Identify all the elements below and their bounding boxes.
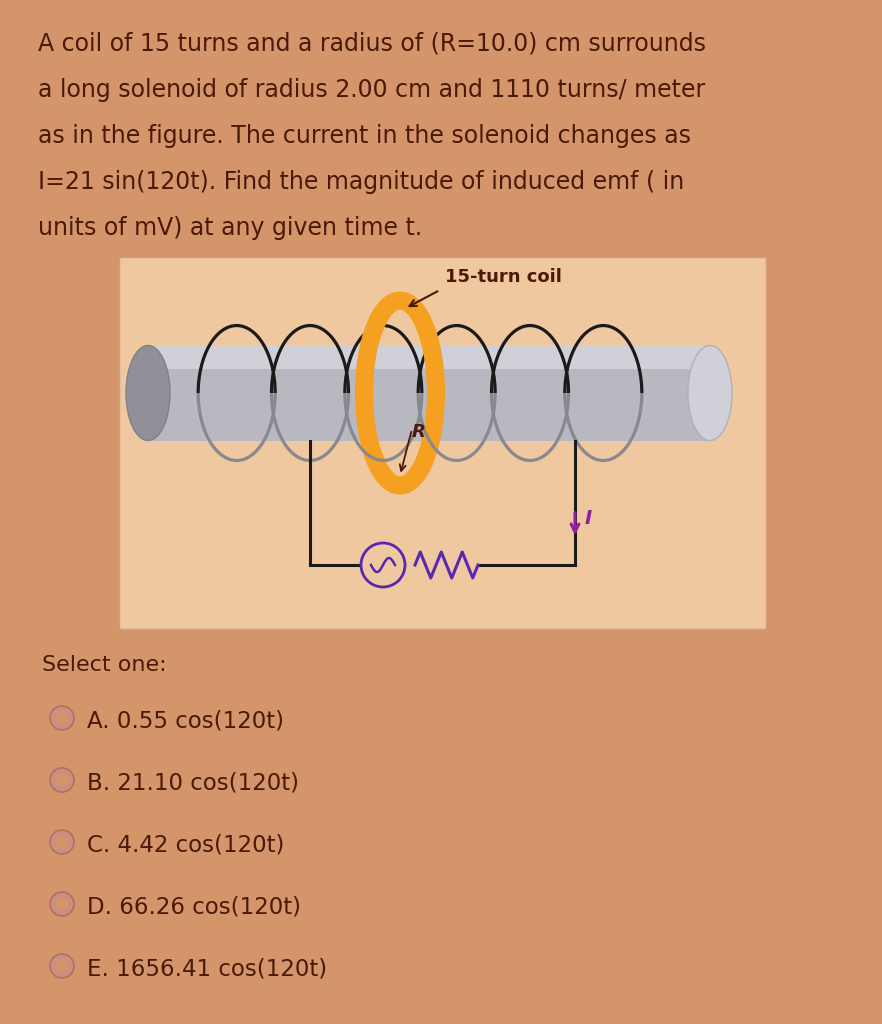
Text: units of mV) at any given time t.: units of mV) at any given time t.: [38, 216, 422, 240]
Circle shape: [50, 706, 74, 730]
Text: D. 66.26 cos(120t): D. 66.26 cos(120t): [87, 896, 301, 919]
Circle shape: [56, 712, 69, 725]
Bar: [148, 345, 710, 370]
Circle shape: [56, 897, 69, 910]
Circle shape: [56, 959, 69, 973]
Text: I: I: [585, 509, 592, 527]
Bar: [120, 258, 765, 628]
Text: I=21 sin(120t). Find the magnitude of induced emf ( in: I=21 sin(120t). Find the magnitude of in…: [38, 170, 684, 194]
Text: R: R: [412, 423, 426, 441]
Text: A coil of 15 turns and a radius of (R=10.0) cm surrounds: A coil of 15 turns and a radius of (R=10…: [38, 32, 706, 56]
Text: 15-turn coil: 15-turn coil: [445, 268, 562, 286]
Text: E. 1656.41 cos(120t): E. 1656.41 cos(120t): [87, 958, 327, 981]
Text: C. 4.42 cos(120t): C. 4.42 cos(120t): [87, 834, 284, 857]
Text: A. 0.55 cos(120t): A. 0.55 cos(120t): [87, 710, 284, 733]
Bar: [148, 345, 710, 440]
Text: Select one:: Select one:: [42, 655, 167, 675]
Text: as in the figure. The current in the solenoid changes as: as in the figure. The current in the sol…: [38, 124, 691, 148]
Text: B. 21.10 cos(120t): B. 21.10 cos(120t): [87, 772, 299, 795]
Circle shape: [50, 830, 74, 854]
Circle shape: [50, 892, 74, 916]
Ellipse shape: [688, 345, 732, 440]
Text: a long solenoid of radius 2.00 cm and 1110 turns/ meter: a long solenoid of radius 2.00 cm and 11…: [38, 78, 706, 102]
Circle shape: [56, 836, 69, 849]
Circle shape: [56, 773, 69, 786]
Circle shape: [50, 768, 74, 792]
Ellipse shape: [126, 345, 170, 440]
Circle shape: [50, 954, 74, 978]
